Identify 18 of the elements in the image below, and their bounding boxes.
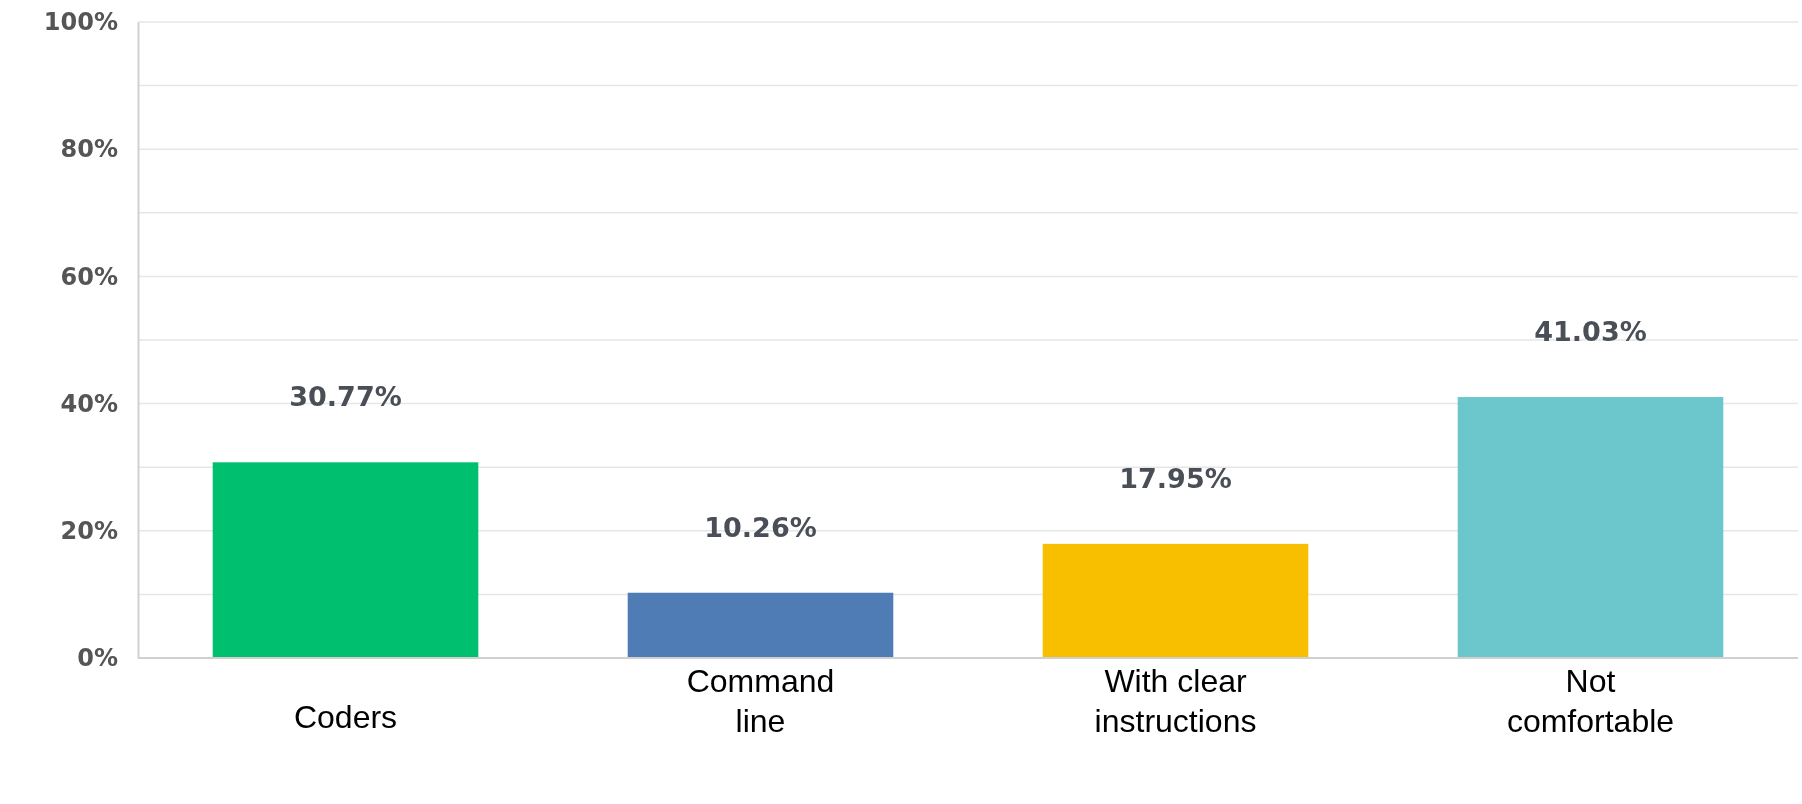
y-tick-label: 20% xyxy=(60,516,118,545)
y-tick-label: 0% xyxy=(77,644,118,673)
data-label: 17.95% xyxy=(1119,462,1232,494)
bar xyxy=(627,592,894,658)
y-tick-label: 60% xyxy=(60,262,118,291)
data-label: 30.77% xyxy=(289,381,402,413)
data-label: 10.26% xyxy=(704,511,817,543)
bar xyxy=(1457,397,1724,658)
y-tick-label: 80% xyxy=(60,135,118,164)
x-tick-label: Coders xyxy=(293,699,398,735)
y-tick-label: 40% xyxy=(60,389,118,418)
y-tick-label: 100% xyxy=(43,8,118,37)
bar xyxy=(1042,543,1309,658)
x-tick-label: Not comfortable xyxy=(1506,663,1675,739)
bar xyxy=(212,462,479,658)
data-label: 41.03% xyxy=(1534,316,1647,348)
x-tick-label: With clear instructions xyxy=(1094,663,1257,739)
x-tick-label: Command line xyxy=(686,663,835,739)
